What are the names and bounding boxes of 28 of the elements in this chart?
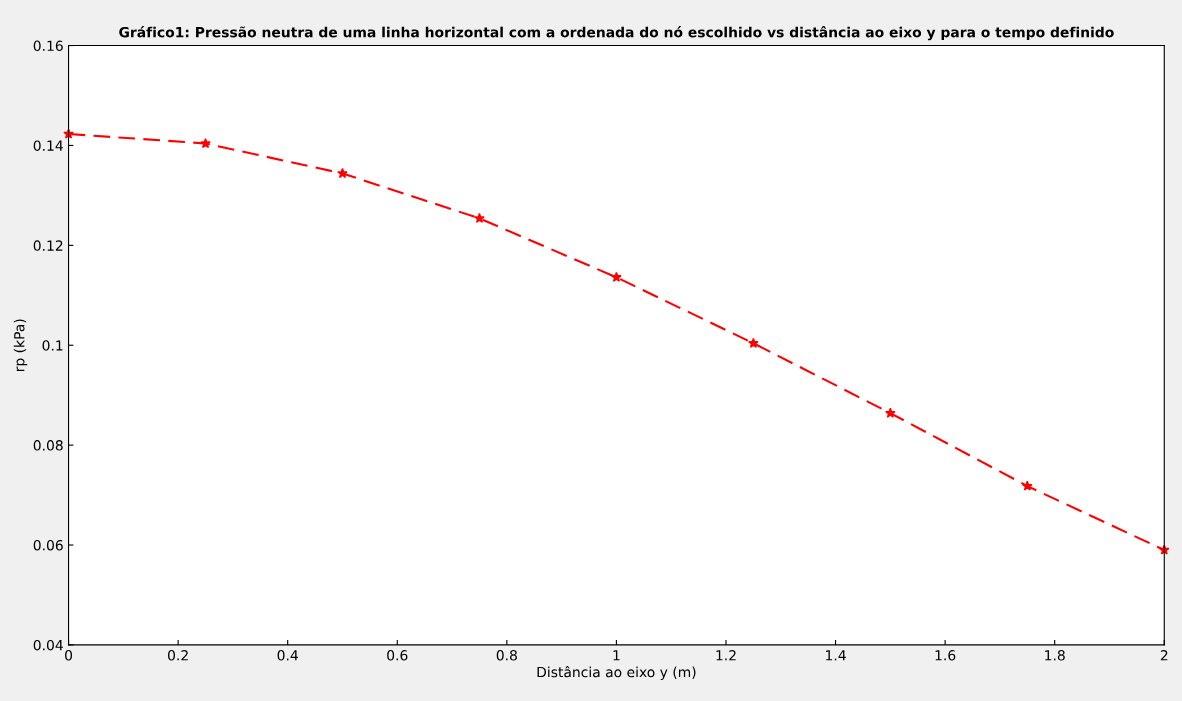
x-tick-label: 0 xyxy=(65,650,73,661)
x-tick-label: 0.4 xyxy=(277,650,298,661)
y-tick-label: 0.1 xyxy=(42,340,63,351)
point xyxy=(200,137,211,149)
x-tick-label: 1.8 xyxy=(1045,650,1065,661)
y-tick-label: 0.12 xyxy=(33,240,63,251)
y-tick-label: 0.16 xyxy=(33,40,63,52)
point xyxy=(611,271,622,282)
point xyxy=(748,337,759,348)
x-tick-label: 2 xyxy=(1160,650,1168,661)
x-tick-label: 1.6 xyxy=(935,650,956,661)
y-tick-label: 0.06 xyxy=(33,540,63,551)
point xyxy=(337,167,348,179)
y-tick-label: 0.08 xyxy=(33,440,63,451)
x-axis-title: Distância ao eixo y (m) xyxy=(537,666,696,680)
x-tick-label: 1.4 xyxy=(826,650,846,661)
y-axis-title: rp (kPa) xyxy=(13,319,28,372)
chart-title: Gráfico1: Pressão neutra de uma linha horizontal com a ordenada do nó escolhido vs distância ao eixo y para o tempo definido xyxy=(119,26,1114,41)
x-tick-label: 0.2 xyxy=(168,650,188,661)
x-tick-label: 1.2 xyxy=(716,650,736,661)
x-tick-label: 0.8 xyxy=(496,650,517,661)
y-tick-label: 0.14 xyxy=(33,140,63,151)
point xyxy=(885,407,896,418)
point xyxy=(1021,480,1033,491)
x-tick-label: 1 xyxy=(613,650,620,661)
y-tick-label: 0.04 xyxy=(33,639,63,651)
x-tick-label: 0.6 xyxy=(387,650,408,661)
point xyxy=(474,212,485,224)
